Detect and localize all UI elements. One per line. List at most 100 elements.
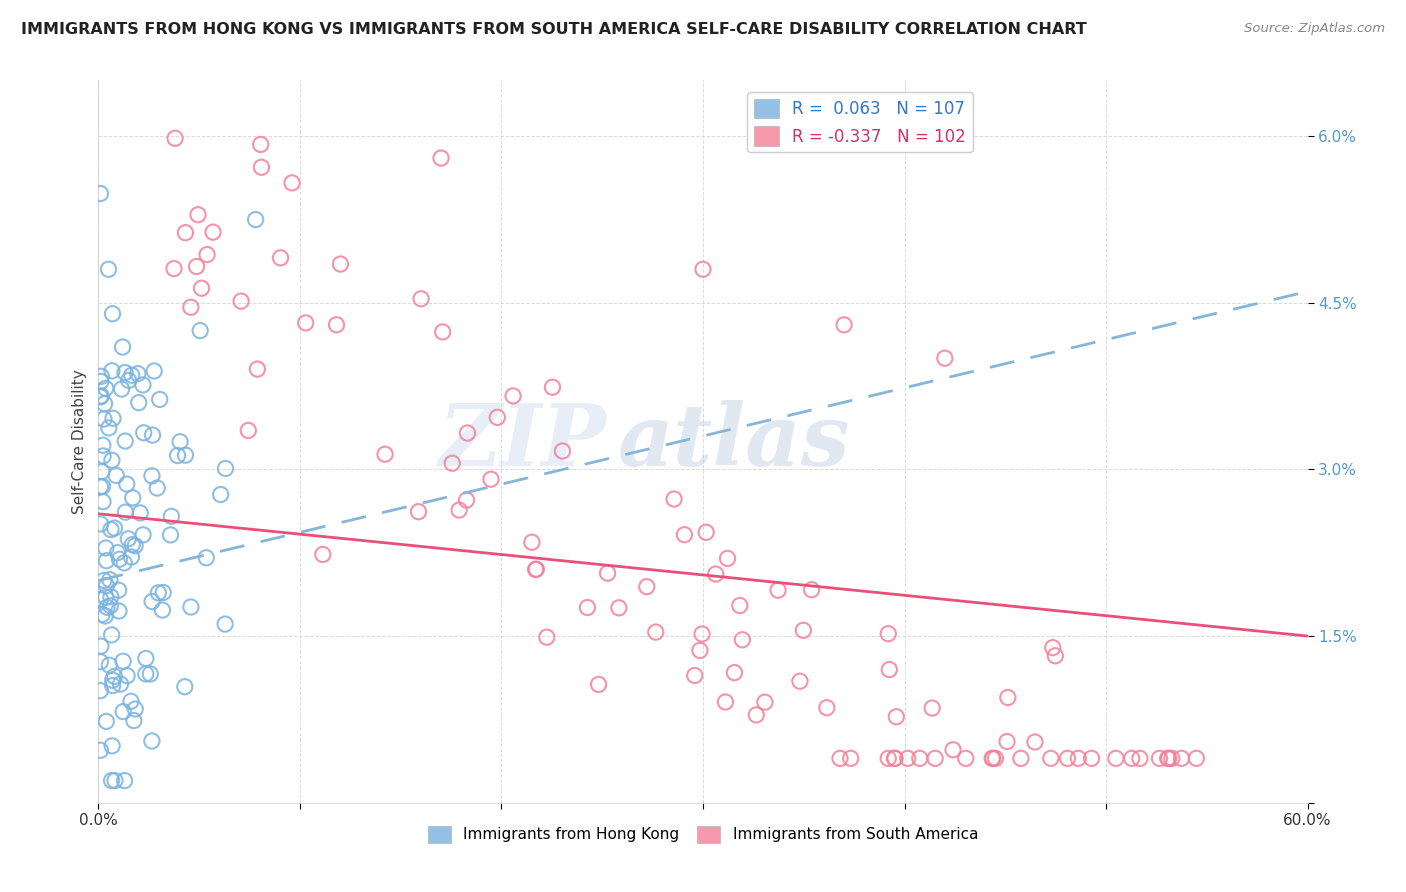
Point [683, 668, 706, 682]
Point [89, 592, 111, 607]
Point [107, 546, 129, 560]
Point [93, 397, 115, 411]
Point [1121, 751, 1143, 765]
Point [121, 549, 143, 564]
Point [152, 585, 174, 599]
Point [90, 369, 112, 384]
Point [110, 382, 132, 396]
Point [190, 281, 212, 295]
Point [90, 516, 112, 531]
Point [695, 525, 717, 540]
Point [502, 389, 524, 403]
Point [877, 626, 900, 640]
Point [1042, 640, 1064, 655]
Point [141, 468, 163, 483]
Point [728, 599, 751, 613]
Point [166, 449, 188, 463]
Point [245, 212, 267, 227]
Point [186, 260, 208, 274]
Point [692, 262, 714, 277]
Point [745, 707, 768, 722]
Point [596, 566, 619, 581]
Point [195, 247, 218, 261]
Point [607, 600, 630, 615]
Point [90, 465, 112, 479]
Point [100, 590, 122, 604]
Point [270, 251, 292, 265]
Point [704, 567, 727, 582]
Point [94, 609, 117, 624]
Point [486, 410, 509, 425]
Point [981, 751, 1004, 765]
Point [789, 674, 811, 689]
Point [195, 550, 218, 565]
Point [108, 552, 131, 566]
Point [588, 677, 610, 691]
Point [100, 523, 122, 537]
Point [93, 412, 115, 426]
Point [828, 751, 851, 765]
Point [143, 364, 166, 378]
Point [112, 556, 135, 570]
Point [636, 580, 658, 594]
Point [551, 444, 574, 458]
Point [174, 226, 197, 240]
Point [91, 607, 114, 622]
Point [101, 453, 124, 467]
Point [112, 654, 135, 668]
Point [169, 434, 191, 449]
Point [101, 679, 124, 693]
Point [374, 447, 396, 461]
Point [408, 505, 430, 519]
Point [114, 366, 136, 380]
Point [121, 368, 143, 383]
Point [576, 600, 599, 615]
Point [897, 751, 920, 765]
Text: IMMIGRANTS FROM HONG KONG VS IMMIGRANTS FROM SOUTH AMERICA SELF-CARE DISABILITY : IMMIGRANTS FROM HONG KONG VS IMMIGRANTS … [21, 22, 1087, 37]
Point [110, 677, 132, 691]
Point [1056, 751, 1078, 765]
Point [101, 673, 124, 688]
Point [100, 628, 122, 642]
Point [132, 528, 155, 542]
Point [884, 751, 907, 765]
Point [152, 603, 174, 617]
Point [188, 324, 211, 338]
Point [839, 751, 862, 765]
Point [115, 477, 138, 491]
Point [121, 538, 143, 552]
Point [101, 411, 124, 425]
Point [101, 739, 124, 753]
Point [127, 367, 149, 381]
Point [524, 562, 547, 576]
Point [103, 669, 125, 683]
Point [100, 599, 122, 613]
Point [121, 491, 143, 505]
Point [662, 491, 685, 506]
Point [180, 300, 202, 314]
Point [90, 639, 112, 653]
Point [97, 421, 120, 435]
Point [89, 683, 111, 698]
Point [229, 294, 252, 309]
Point [111, 340, 134, 354]
Point [91, 438, 114, 452]
Point [89, 480, 111, 494]
Point [94, 591, 117, 605]
Text: ZIP: ZIP [439, 400, 606, 483]
Point [249, 137, 271, 152]
Legend: Immigrants from Hong Kong, Immigrants from South America: Immigrants from Hong Kong, Immigrants fr… [422, 820, 984, 849]
Point [115, 669, 138, 683]
Point [456, 425, 478, 440]
Point [908, 751, 931, 765]
Point [97, 262, 120, 277]
Point [1045, 648, 1067, 663]
Point [107, 583, 129, 598]
Text: Source: ZipAtlas.com: Source: ZipAtlas.com [1244, 22, 1385, 36]
Point [90, 375, 112, 389]
Point [117, 532, 139, 546]
Point [716, 551, 738, 566]
Point [124, 539, 146, 553]
Point [997, 690, 1019, 705]
Point [766, 583, 789, 598]
